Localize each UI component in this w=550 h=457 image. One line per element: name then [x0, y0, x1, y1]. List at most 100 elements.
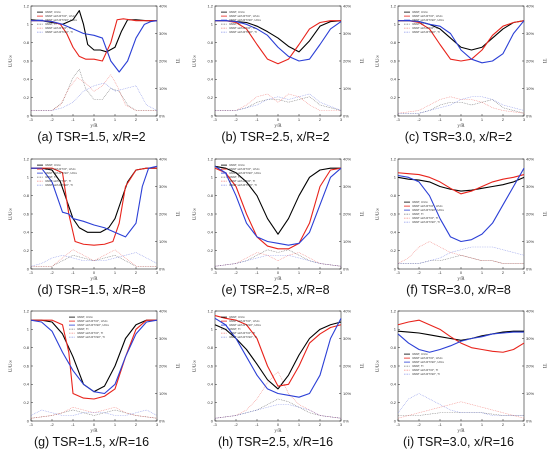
y2-tick-label: 40%	[526, 3, 534, 8]
y-tick-label: 1.2	[390, 156, 396, 161]
y-tick-label: 0.2	[390, 95, 396, 100]
y2-axis-label: TI	[358, 212, 363, 217]
legend-entry: VAWT with RT=0°, TI	[45, 26, 71, 30]
series-line-5	[397, 96, 525, 114]
legend-entry: VAWT with RT=90°, TI	[412, 220, 440, 224]
y-axis-label: U/U∞	[9, 207, 14, 220]
y-tick-label: 0.2	[390, 248, 396, 253]
x-axis-label: y/R	[457, 429, 465, 433]
y-tick-label: 0	[394, 266, 397, 271]
x-tick-label: 2	[502, 117, 505, 122]
legend-entry: VAWT with RT=90°, U/U∞	[412, 360, 444, 364]
legend-entry: VAWT with RT=0°, U/U∞	[45, 167, 76, 171]
y2-tick-label: 10%	[159, 239, 167, 244]
y2-tick-label: 0%	[526, 418, 532, 423]
chart-plot: -3 -2 -1 0 1 2 3 0 0.2 0.4 0.6 0.8 1 1.2 0% 10% 20% 30% 40…	[9, 156, 179, 281]
x-tick-label: -2	[234, 270, 238, 275]
x-tick-label: 3	[340, 270, 343, 275]
y-tick-label: 0.6	[207, 363, 213, 368]
legend-entry: VAWT with RT=0°, U/U∞	[229, 14, 260, 18]
y2-axis-label: TI	[541, 59, 546, 64]
legend-entry: VAWT, U/U∞	[77, 315, 93, 319]
chart-panel-9: -3 -2 -1 0 1 2 3 0 0.2 0.4 0.6 0.8 1 1.2 0% 10% 20% 30% 40…	[367, 305, 550, 457]
y-axis-label: U/U∞	[376, 207, 381, 220]
legend-entry: VAWT with RT=0°, U/U∞	[412, 14, 443, 18]
series-line-6	[30, 409, 158, 416]
x-tick-label: 2	[502, 422, 505, 427]
y2-tick-label: 30%	[343, 184, 351, 189]
x-tick-label: -3	[213, 422, 217, 427]
series-line-4	[214, 398, 342, 419]
y2-tick-label: 0%	[159, 418, 165, 423]
series-line-2	[397, 172, 525, 195]
y-tick-label: 0.8	[23, 193, 29, 198]
x-tick-label: 2	[502, 270, 505, 275]
x-tick-label: -3	[213, 270, 217, 275]
series-line-2	[215, 20, 341, 65]
y-axis-label: U/U∞	[193, 54, 198, 67]
x-tick-label: -1	[255, 422, 259, 427]
legend-entry: VAWT with RT=0°, TI	[229, 331, 255, 335]
y-tick-label: 0	[211, 113, 214, 118]
y-tick-label: 1	[211, 327, 214, 332]
y2-tick-label: 40%	[343, 3, 351, 8]
series-line-5	[215, 93, 341, 111]
legend-entry: VAWT with RT=90°, U/U∞	[229, 171, 261, 175]
y-tick-label: 0.2	[23, 400, 29, 405]
y-tick-label: 0.4	[390, 230, 396, 235]
x-tick-label: 3	[523, 117, 526, 122]
y2-tick-label: 30%	[343, 31, 351, 36]
y2-tick-label: 10%	[159, 391, 167, 396]
series-line-6	[31, 82, 158, 111]
y2-tick-label: 20%	[343, 363, 351, 368]
legend-entry: VAWT, TI	[77, 327, 89, 331]
y-axis-label: U/U∞	[376, 359, 381, 372]
y2-axis-label: TI	[541, 364, 546, 369]
y-tick-label: 0.4	[207, 382, 213, 387]
x-tick-label: -1	[255, 117, 259, 122]
y-tick-label: 1.2	[207, 156, 213, 161]
x-axis-label: y/R	[90, 429, 98, 433]
x-tick-label: 1	[298, 422, 301, 427]
y-tick-label: 0.6	[23, 211, 29, 216]
y-tick-label: 0.8	[390, 345, 396, 350]
chart-caption: (f) TSR=3.0, x/R=8	[406, 283, 511, 297]
x-tick-label: 3	[156, 422, 159, 427]
legend-entry: VAWT with RT=0°, TI	[77, 331, 103, 335]
x-tick-label: 0	[277, 422, 280, 427]
y-tick-label: 0	[211, 266, 214, 271]
x-tick-label: 2	[319, 422, 322, 427]
legend-entry: VAWT with RT=0°, TI	[412, 368, 438, 372]
x-axis-label: y/R	[457, 277, 465, 281]
legend-entry: VAWT with RT=0°, U/U∞	[229, 319, 260, 323]
chart-caption: (e) TSR=2.5, x/R=8	[221, 283, 330, 297]
series-line-4	[214, 249, 342, 267]
y2-tick-label: 0%	[343, 418, 349, 423]
chart-caption: (h) TSR=2.5, x/R=16	[217, 435, 334, 449]
series-line-1	[214, 165, 341, 235]
y2-axis-label: TI	[541, 212, 546, 217]
chart-plot: -3 -2 -1 0 1 2 3 0 0.2 0.4 0.6 0.8 1 1.2 0% 10% 20% 30% 40…	[193, 156, 363, 281]
y-tick-label: 0.6	[23, 363, 29, 368]
chart-caption: (d) TSR=1.5, x/R=8	[37, 283, 146, 297]
legend-entry: VAWT, U/U∞	[229, 10, 245, 14]
x-tick-label: 0	[93, 117, 96, 122]
chart-panel-1: -3 -2 -1 0 1 2 3 0 0.2 0.4 0.6 0.8 1 1.2 0% 10% 20% 30% 40…	[0, 0, 183, 152]
y-tick-label: 0	[27, 266, 30, 271]
series-line-2	[397, 319, 525, 353]
x-tick-label: -1	[438, 117, 442, 122]
y2-tick-label: 20%	[159, 211, 167, 216]
x-tick-label: 2	[319, 270, 322, 275]
series-line-6	[214, 254, 342, 267]
chart-plot: -3 -2 -1 0 1 2 3 0 0.2 0.4 0.6 0.8 1 1.2 0% 10% 20% 30% 40…	[193, 308, 363, 433]
y2-tick-label: 30%	[343, 336, 351, 341]
chart-panel-2: -3 -2 -1 0 1 2 3 0 0.2 0.4 0.6 0.8 1 1.2 0% 10% 20% 30% 40…	[184, 0, 367, 152]
series-line-2	[214, 167, 342, 250]
y2-tick-label: 30%	[159, 336, 167, 341]
y-tick-label: 0.2	[23, 248, 29, 253]
y-tick-label: 0.4	[23, 77, 29, 82]
x-tick-label: 1	[481, 270, 484, 275]
y2-tick-label: 20%	[343, 211, 351, 216]
y-tick-label: 0.8	[23, 40, 29, 45]
y2-tick-label: 0%	[159, 266, 165, 271]
